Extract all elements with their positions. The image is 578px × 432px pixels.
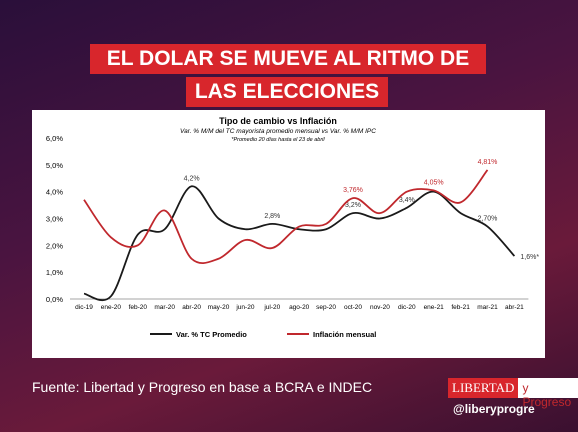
logo: LIBERTAD y Progreso xyxy=(448,378,578,409)
series-line xyxy=(83,169,489,265)
x-tick-label: mar-20 xyxy=(154,304,175,311)
y-tick-label: 1,0% xyxy=(46,268,63,277)
brand: LIBERTAD xyxy=(448,378,519,398)
y-tick-label: 3,0% xyxy=(46,215,63,224)
y-tick-label: 2,0% xyxy=(46,241,63,250)
x-tick-label: dic-19 xyxy=(75,304,93,311)
legend-label: Inflación mensual xyxy=(313,330,376,339)
data-label: 4,2% xyxy=(184,175,200,182)
series-line xyxy=(83,185,516,302)
y-tick-label: 4,0% xyxy=(46,188,63,197)
y-tick-label: 0,0% xyxy=(46,295,63,304)
chart-title: Tipo de cambio vs Inflación xyxy=(219,116,337,126)
chart: Tipo de cambio vs Inflación Var. % M/M d… xyxy=(32,110,545,358)
x-tick-label: feb-21 xyxy=(451,304,470,311)
data-label: 1,6%* xyxy=(520,254,539,261)
data-label: 2,8% xyxy=(264,213,280,220)
x-tick-label: ene-21 xyxy=(424,304,445,311)
x-tick-label: mar-21 xyxy=(477,304,498,311)
x-tick-label: abr-21 xyxy=(505,304,524,311)
x-tick-label: ago-20 xyxy=(289,304,310,311)
data-label: 3,4% xyxy=(399,197,415,204)
title-line: LAS ELECCIONES xyxy=(186,77,388,107)
data-label: 2,70% xyxy=(478,216,498,223)
title-line: EL DOLAR SE MUEVE AL RITMO DE xyxy=(90,44,486,74)
source: Fuente: Libertad y Progreso en base a BC… xyxy=(32,379,373,395)
x-tick-label: abr-20 xyxy=(182,304,201,311)
brand-2: y Progreso xyxy=(518,378,578,409)
x-tick-label: sep-20 xyxy=(316,304,336,311)
x-tick-label: oct-20 xyxy=(344,304,362,311)
data-label: 4,05% xyxy=(424,179,444,186)
chart-subtitle: Var. % M/M del TC mayorista promedio men… xyxy=(180,128,376,135)
data-label: 3,76% xyxy=(343,187,363,194)
handle: @liberyprogre xyxy=(453,402,535,416)
x-tick-label: jun-20 xyxy=(235,304,254,311)
x-tick-label: dic-20 xyxy=(398,304,416,311)
x-tick-label: nov-20 xyxy=(370,304,390,311)
data-label: 4,81% xyxy=(478,159,498,166)
data-label: 3,2% xyxy=(345,202,361,209)
x-tick-label: may-20 xyxy=(208,304,230,311)
y-tick-label: 5,0% xyxy=(46,161,63,170)
chart-note: *Promedio 20 días hasta el 23 de abril xyxy=(231,137,325,143)
x-tick-label: jul-20 xyxy=(263,304,280,311)
x-tick-label: feb-20 xyxy=(129,304,148,311)
legend-label: Var. % TC Promedio xyxy=(176,330,247,339)
y-tick-label: 6,0% xyxy=(46,134,63,143)
x-tick-label: ene-20 xyxy=(101,304,122,311)
